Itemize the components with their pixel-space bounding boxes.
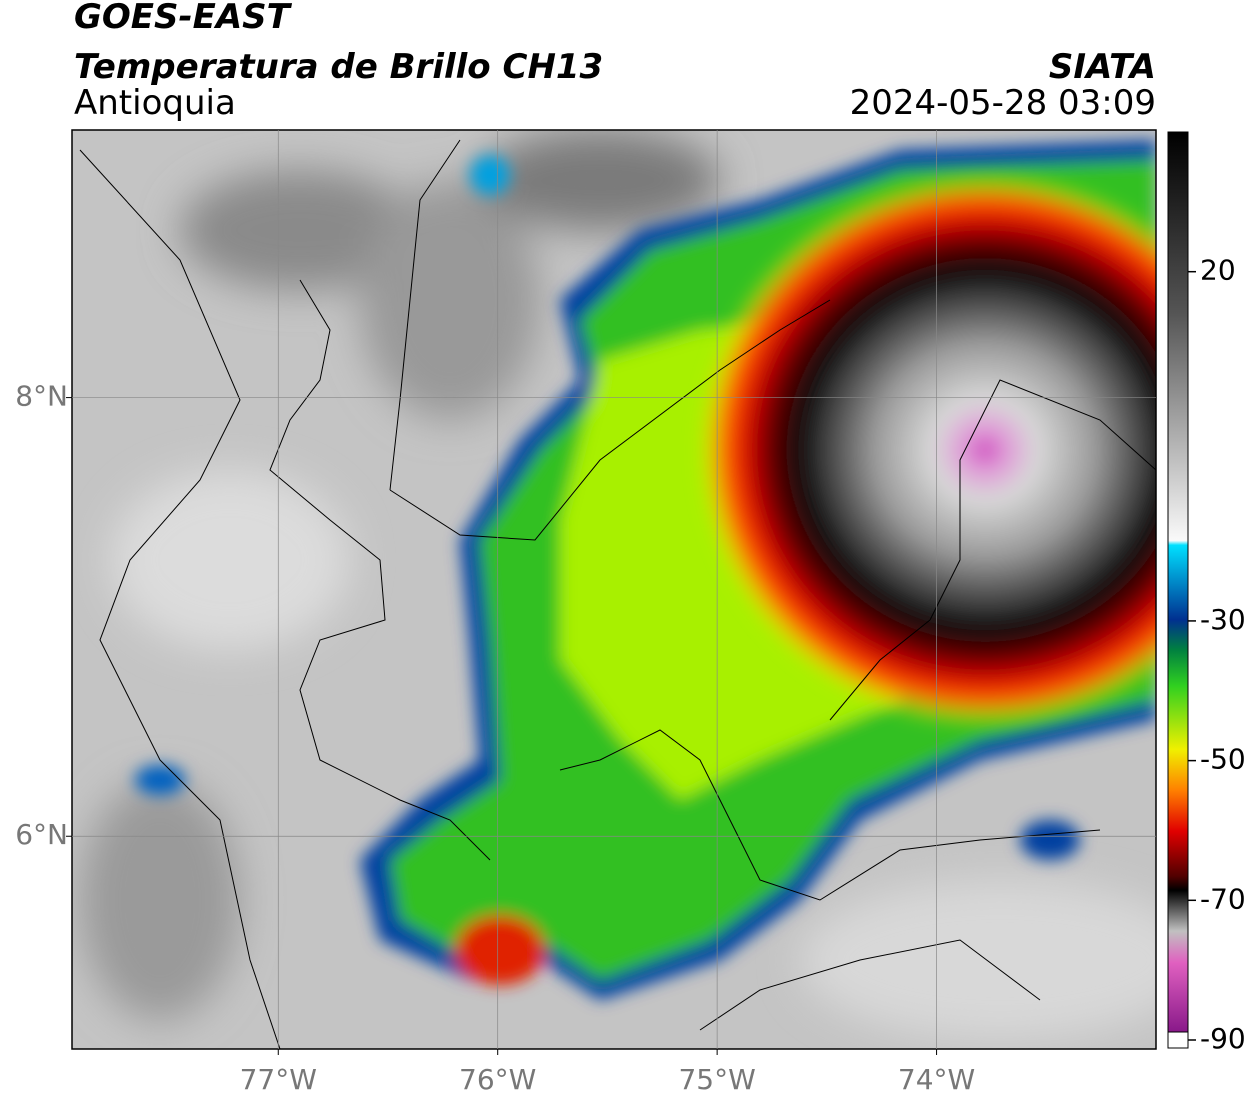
colorbar-frame — [1167, 131, 1189, 1033]
x-tick-label: 74°W — [898, 1063, 975, 1096]
colorbar — [1168, 132, 1188, 1040]
title: GOES-EAST — [74, 0, 293, 37]
x-tick-label: 75°W — [678, 1063, 755, 1096]
x-tick-label: 76°W — [459, 1063, 536, 1096]
datetime: 2024-05-28 03:09 — [850, 83, 1156, 123]
map-frame — [71, 129, 1157, 1050]
colorbar-under — [1167, 1031, 1189, 1049]
y-tick-label: 8°N — [15, 380, 68, 413]
region: Antioquia — [74, 83, 236, 123]
satellite-image — [72, 130, 1156, 1049]
x-tick-label: 77°W — [240, 1063, 317, 1096]
source: SIATA — [1049, 47, 1156, 87]
colorbar-tick-label: -90 — [1200, 1022, 1246, 1055]
colorbar-tick-label: -30 — [1200, 603, 1246, 636]
colorbar-tick-label: -70 — [1200, 882, 1246, 915]
subtitle: Temperatura de Brillo CH13 — [74, 47, 603, 87]
colorbar-tick-label: 20 — [1200, 254, 1236, 287]
colorbar-tick-label: -50 — [1200, 743, 1246, 776]
y-tick-label: 6°N — [15, 818, 68, 851]
graticule — [72, 130, 1156, 1049]
